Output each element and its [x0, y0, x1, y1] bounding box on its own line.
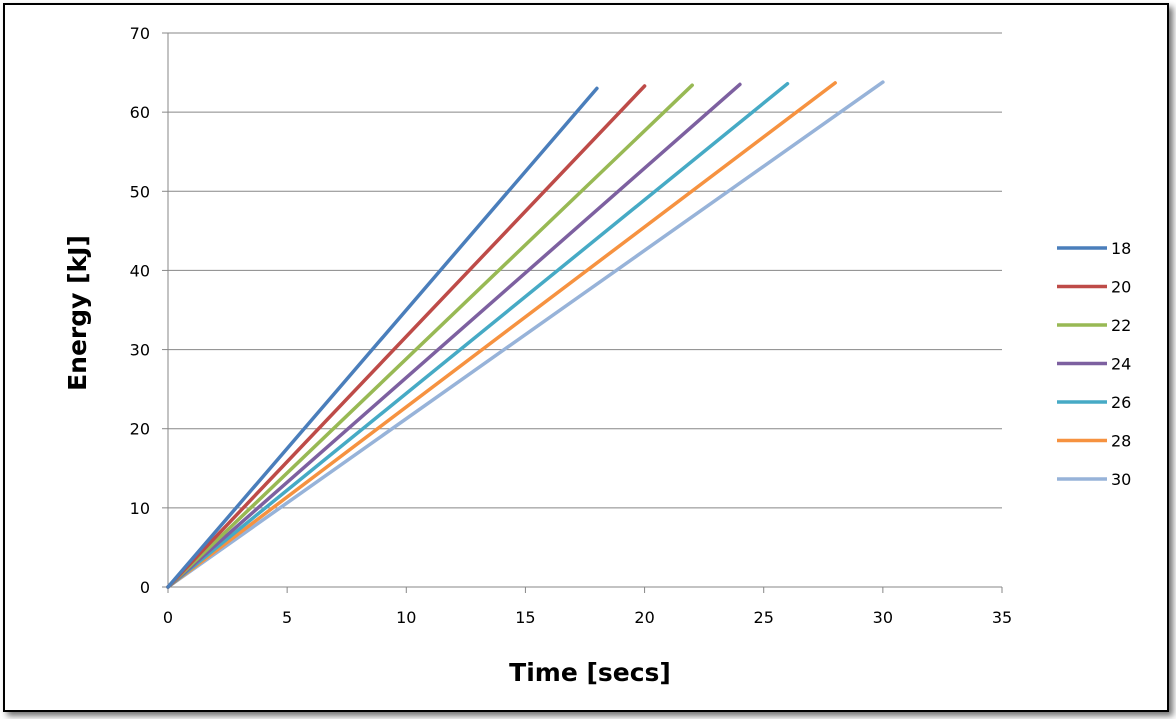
y-tick-label: 40: [130, 261, 150, 280]
legend-label-22: 22: [1111, 316, 1131, 335]
y-tick-label: 0: [140, 578, 150, 597]
x-tick-label: 25: [754, 608, 774, 627]
y-tick-label: 60: [130, 103, 150, 122]
y-tick-label: 50: [130, 182, 150, 201]
legend-label-26: 26: [1111, 393, 1131, 412]
x-tick-label: 15: [515, 608, 535, 627]
y-tick-label: 10: [130, 499, 150, 518]
series-line-26: [166, 81, 790, 589]
series-lines: [166, 80, 885, 589]
chart-frame: 0 10 20 30 40 50 60 70 0 5 10 15 20 25 30 35 18 20 22 24 26…: [3, 3, 1169, 712]
axes: 0 10 20 30 40 50 60 70 0 5 10 15 20 25 30 35: [130, 24, 1013, 627]
energy-time-chart: 0 10 20 30 40 50 60 70 0 5 10 15 20 25 30 35 18 20 22 24 26…: [63, 24, 1131, 687]
y-axis-title: Energy [kJ]: [63, 235, 92, 391]
y-tick-label: 20: [130, 420, 150, 439]
series-line-24: [166, 82, 742, 589]
y-tick-label: 70: [130, 24, 150, 43]
x-tick-label: 30: [873, 608, 893, 627]
legend-label-20: 20: [1111, 278, 1131, 297]
legend-label-18: 18: [1111, 239, 1131, 258]
series-line-18: [166, 86, 599, 589]
series-line-20: [166, 84, 647, 589]
y-tick-label: 30: [130, 341, 150, 360]
gridlines: [168, 32, 1002, 509]
x-tick-label: 5: [282, 608, 292, 627]
series-line-22: [166, 83, 694, 589]
legend: 18 20 22 24 26 28 30: [1057, 239, 1131, 489]
x-tick-label: 0: [163, 608, 173, 627]
x-tick-label: 10: [396, 608, 416, 627]
series-line-28: [166, 81, 837, 589]
legend-label-28: 28: [1111, 432, 1131, 451]
legend-label-24: 24: [1111, 355, 1131, 374]
legend-label-30: 30: [1111, 470, 1131, 489]
x-tick-label: 20: [634, 608, 654, 627]
x-tick-label: 35: [992, 608, 1012, 627]
series-line-30: [166, 80, 885, 589]
x-axis-title: Time [secs]: [509, 658, 671, 687]
